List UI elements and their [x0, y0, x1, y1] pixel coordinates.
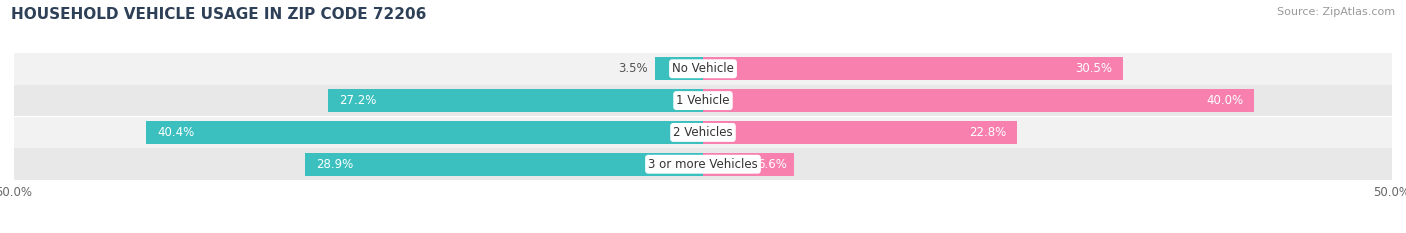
Text: 40.4%: 40.4% — [157, 126, 194, 139]
Bar — [14, 148, 1392, 180]
Bar — [305, 153, 703, 176]
Text: 2 Vehicles: 2 Vehicles — [673, 126, 733, 139]
Bar — [328, 89, 703, 112]
Text: 28.9%: 28.9% — [316, 158, 353, 171]
Bar — [655, 57, 703, 80]
Text: HOUSEHOLD VEHICLE USAGE IN ZIP CODE 72206: HOUSEHOLD VEHICLE USAGE IN ZIP CODE 7220… — [11, 7, 426, 22]
Text: 30.5%: 30.5% — [1076, 62, 1112, 75]
Text: 6.6%: 6.6% — [758, 158, 787, 171]
Text: 3 or more Vehicles: 3 or more Vehicles — [648, 158, 758, 171]
Text: 3.5%: 3.5% — [619, 62, 648, 75]
Text: No Vehicle: No Vehicle — [672, 62, 734, 75]
Bar — [146, 121, 703, 144]
Bar — [14, 53, 1392, 85]
Bar — [14, 116, 1392, 148]
Text: Source: ZipAtlas.com: Source: ZipAtlas.com — [1277, 7, 1395, 17]
Bar — [703, 89, 1254, 112]
Text: 27.2%: 27.2% — [339, 94, 377, 107]
Text: 22.8%: 22.8% — [969, 126, 1007, 139]
Bar — [703, 57, 1123, 80]
Text: 40.0%: 40.0% — [1206, 94, 1243, 107]
Bar — [14, 85, 1392, 116]
Bar — [703, 153, 794, 176]
Bar — [703, 121, 1017, 144]
Text: 1 Vehicle: 1 Vehicle — [676, 94, 730, 107]
